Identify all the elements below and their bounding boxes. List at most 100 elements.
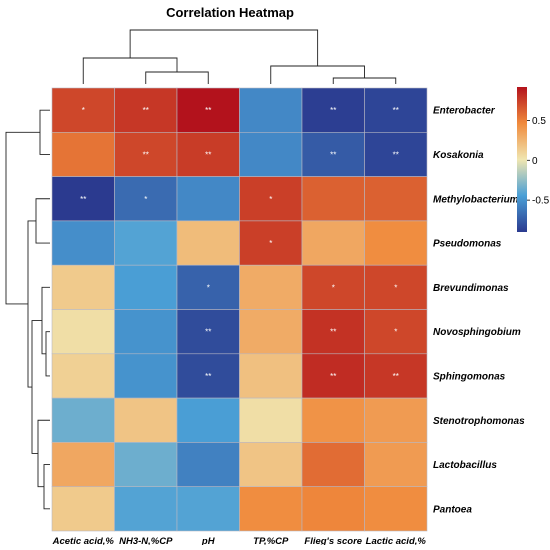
significance-label: * — [394, 328, 397, 337]
column-labels: Acetic acid,% NH3-N,%CP pH TP,%CP Flieg's sc… — [52, 536, 427, 547]
heatmap-cell — [176, 176, 240, 222]
significance-label: ** — [330, 150, 336, 159]
column-label: Lactic acid,% — [366, 536, 427, 545]
heatmap-cell — [51, 309, 115, 355]
heatmap-cell — [51, 220, 115, 266]
column-label: Acetic acid,% — [52, 536, 115, 545]
heatmap-cell — [239, 87, 303, 133]
column-dendrogram-root — [129, 29, 319, 66]
heatmap-cell — [364, 176, 428, 222]
heatmap-cell — [239, 309, 303, 355]
column-dendrogram — [82, 29, 397, 84]
column-label: NH3-N,%CP — [119, 536, 173, 545]
significance-label: ** — [330, 328, 336, 337]
significance-label: * — [82, 106, 85, 115]
heatmap-cell — [239, 442, 303, 487]
column-label: pH — [201, 536, 216, 545]
significance-label: ** — [205, 150, 211, 159]
significance-label: * — [144, 195, 147, 204]
row-dendrogram-link — [43, 464, 50, 510]
heatmap-cell — [114, 353, 178, 399]
heatmap-cell — [301, 486, 365, 532]
heatmap-cell — [51, 87, 115, 133]
colorbar-tick-label: 0.5 — [532, 116, 546, 127]
heatmap-cell — [301, 132, 365, 177]
significance-label: ** — [205, 372, 211, 381]
row-labels: Enterobacter Kosakonia Methylobacterium Pse… — [433, 106, 525, 516]
heatmap-cells: * ** ** ** **** ** ** **** * *** * *** ** *** ** ** — [51, 87, 428, 532]
column-dendrogram-link — [145, 71, 209, 84]
heatmap-cell — [301, 442, 365, 487]
significance-label: ** — [80, 195, 86, 204]
heatmap-cell — [239, 176, 303, 222]
row-label: Pantoea — [433, 504, 472, 515]
significance-label: * — [269, 239, 272, 248]
heatmap-cell — [301, 264, 365, 310]
heatmap-cell — [239, 132, 303, 177]
heatmap-cell — [364, 220, 428, 266]
significance-label: ** — [205, 328, 211, 337]
column-label: TP,%CP — [253, 536, 289, 545]
significance-label: * — [207, 283, 210, 292]
heatmap-cell — [114, 220, 178, 266]
row-label: Novosphingobium — [433, 327, 521, 338]
row-label: Pseudomonas — [433, 239, 502, 250]
heatmap-cell — [176, 87, 240, 133]
heatmap-cell — [114, 397, 178, 443]
significance-label: * — [332, 283, 335, 292]
heatmap-cell — [301, 176, 365, 222]
column-dendrogram-link — [82, 57, 178, 84]
significance-label: * — [269, 195, 272, 204]
heatmap-cell — [51, 353, 115, 399]
significance-label: * — [394, 283, 397, 292]
heatmap-cell — [301, 87, 365, 133]
row-dendrogram-link — [45, 331, 50, 377]
heatmap-cell — [51, 397, 115, 443]
column-label: Flieg's score — [304, 536, 362, 545]
heatmap-cell — [364, 264, 428, 310]
colorbar-tick-label: -0.5 — [532, 196, 550, 207]
row-label: Kosakonia — [433, 150, 484, 161]
heatmap-cell — [176, 309, 240, 355]
row-label: Enterobacter — [433, 106, 496, 117]
heatmap-cell — [364, 442, 428, 487]
heatmap-cell — [176, 220, 240, 266]
heatmap-cell — [301, 353, 365, 399]
heatmap-cell — [176, 132, 240, 177]
heatmap-cell — [51, 176, 115, 222]
heatmap-cell — [114, 309, 178, 355]
row-label: Brevundimonas — [433, 283, 509, 294]
column-dendrogram-link — [332, 77, 397, 84]
heatmap-cell — [114, 264, 178, 310]
heatmap-cell — [176, 353, 240, 399]
heatmap-cell — [301, 397, 365, 443]
row-dendrogram-root — [5, 131, 40, 305]
heatmap-cell — [239, 220, 303, 266]
row-dendrogram — [5, 109, 50, 510]
significance-label: ** — [393, 150, 399, 159]
heatmap-cell — [364, 486, 428, 532]
heatmap-cell — [176, 486, 240, 532]
significance-label: ** — [330, 106, 336, 115]
row-label: Sphingomonas — [433, 371, 506, 382]
heatmap-cell — [301, 220, 365, 266]
heatmap-cell — [176, 264, 240, 310]
heatmap-cell — [364, 309, 428, 355]
heatmap-cell — [364, 132, 428, 177]
heatmap-cell — [176, 442, 240, 487]
heatmap-cell — [239, 486, 303, 532]
significance-label: ** — [393, 372, 399, 381]
row-label: Lactobacillus — [433, 460, 497, 471]
heatmap-cell — [364, 353, 428, 399]
row-label: Stenotrophomonas — [433, 416, 525, 427]
significance-label: ** — [330, 372, 336, 381]
significance-label: ** — [143, 150, 149, 159]
row-dendrogram-link — [35, 198, 50, 244]
chart-title: Correlation Heatmap — [166, 5, 294, 20]
significance-label: ** — [205, 106, 211, 115]
heatmap-cell — [114, 442, 178, 487]
column-dendrogram-link — [270, 65, 365, 84]
heatmap-cell — [239, 397, 303, 443]
